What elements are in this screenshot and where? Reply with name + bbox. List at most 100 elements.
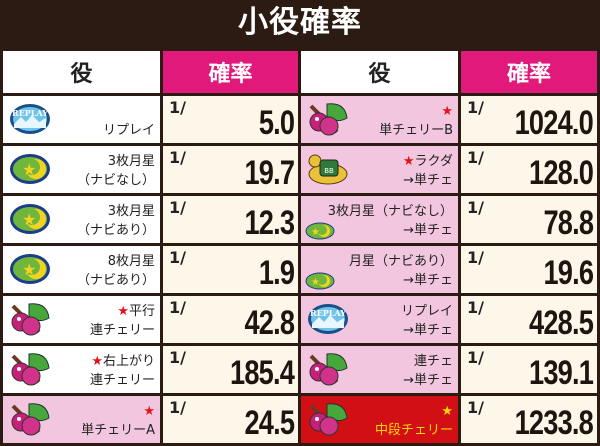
moon-star-small-icon: ★: [305, 272, 335, 290]
star-icon: ★: [143, 404, 155, 419]
svg-text:BB: BB: [324, 167, 334, 175]
probability-value: 139.1: [528, 354, 594, 392]
fraction-prefix: 1/: [467, 98, 484, 117]
probability-value: 42.8: [244, 304, 295, 342]
probability-value: 185.4: [229, 354, 295, 392]
svg-text:★: ★: [22, 160, 36, 179]
probability-cell: 1/128.0: [461, 146, 597, 193]
cherry-icon: [307, 352, 349, 386]
symbol-label: リプレイ: [103, 121, 155, 140]
symbol-label: 月星（ナビあり） →単チェ: [349, 252, 453, 290]
probability-cell: 1/24.5: [163, 396, 298, 443]
svg-text:★: ★: [311, 227, 320, 238]
moon-star-small-icon: ★: [305, 222, 335, 240]
fraction-prefix: 1/: [169, 348, 186, 367]
svg-text:★: ★: [311, 277, 320, 288]
probability-value: 12.3: [244, 204, 295, 242]
symbol-cell: ★ 月星（ナビあり） →単チェ: [301, 246, 458, 293]
star-icon: ★: [441, 104, 453, 119]
symbol-name: 単チェリーA: [81, 423, 155, 438]
symbol-cell: ★右上がり 連チェリー: [3, 346, 160, 393]
probability-cell: 1/428.5: [461, 296, 597, 343]
moon-star-icon: ★: [9, 202, 51, 236]
symbol-name: 3枚月星（ナビなし） →単チェ: [327, 204, 453, 238]
symbol-label: ★ラクダ →単チェ: [403, 152, 453, 190]
fraction-prefix: 1/: [467, 398, 484, 417]
symbol-cell: ★ 3枚月星（ナビなし） →単チェ: [301, 196, 458, 243]
replay-icon: REPLAY: [307, 302, 349, 336]
header-role: 役: [301, 51, 458, 93]
probability-cell: 1/185.4: [163, 346, 298, 393]
probability-cell: 1/139.1: [461, 346, 597, 393]
fraction-prefix: 1/: [169, 198, 186, 217]
symbol-cell: 連チェ →単チェ: [301, 346, 458, 393]
symbol-label: 3枚月星 （ナビなし）: [77, 152, 155, 190]
probability-cell: 1/1233.8: [461, 396, 597, 443]
cherry-icon: [9, 302, 51, 336]
camel-icon: BB: [307, 152, 349, 186]
header-probability: 確率: [461, 51, 597, 93]
fraction-prefix: 1/: [169, 398, 186, 417]
cherry-icon: [307, 402, 349, 436]
probability-value: 19.7: [244, 154, 295, 192]
fraction-prefix: 1/: [169, 148, 186, 167]
symbol-name: リプレイ: [102, 123, 155, 138]
symbol-cell: ★平行 連チェリー: [3, 296, 160, 343]
symbol-cell: ★ 単チェリーB: [301, 96, 458, 143]
probability-cell: 1/12.3: [163, 196, 298, 243]
svg-text:REPLAY: REPLAY: [310, 308, 346, 318]
symbol-name: 連チェ →単チェ: [403, 354, 453, 388]
probability-value: 1024.0: [514, 104, 594, 142]
fraction-prefix: 1/: [169, 248, 186, 267]
symbol-label: リプレイ →単チェ: [401, 302, 453, 340]
symbol-name: 8枚月星 （ナビあり）: [76, 254, 155, 288]
moon-star-icon: ★: [9, 152, 51, 186]
symbol-label: 連チェ →単チェ: [403, 352, 453, 390]
symbol-name: 単チェリーB: [379, 123, 453, 138]
symbol-cell: BB ★ラクダ →単チェ: [301, 146, 458, 193]
symbol-cell: ★ 3枚月星 （ナビなし）: [3, 146, 160, 193]
symbol-cell: ★ 中段チェリー: [301, 396, 458, 443]
symbol-label: 8枚月星 （ナビあり）: [77, 252, 155, 290]
symbol-name: 右上がり 連チェリー: [89, 354, 155, 388]
symbol-label: ★右上がり 連チェリー: [90, 352, 155, 390]
probability-cell: 1/78.8: [461, 196, 597, 243]
symbol-label: ★平行 連チェリー: [90, 302, 155, 340]
replay-icon: REPLAY: [9, 102, 51, 136]
symbol-cell: REPLAY リプレイ: [3, 96, 160, 143]
fraction-prefix: 1/: [467, 348, 484, 367]
symbol-cell: REPLAY リプレイ →単チェ: [301, 296, 458, 343]
symbol-cell: ★ 8枚月星 （ナビあり）: [3, 246, 160, 293]
probability-value: 78.8: [543, 204, 594, 242]
star-icon: ★: [91, 354, 103, 369]
fraction-prefix: 1/: [467, 248, 484, 267]
symbol-cell: ★ 3枚月星 （ナビあり）: [3, 196, 160, 243]
probability-cell: 1/1024.0: [461, 96, 597, 143]
probability-cell: 1/1.9: [163, 246, 298, 293]
probability-value: 5.0: [258, 104, 295, 142]
symbol-cell: ★ 単チェリーA: [3, 396, 160, 443]
probability-value: 428.5: [528, 304, 594, 342]
symbol-label: 3枚月星 （ナビあり）: [77, 202, 155, 240]
probability-value: 19.6: [543, 254, 594, 292]
symbol-name: 月星（ナビあり） →単チェ: [348, 254, 453, 288]
probability-value: 1233.8: [514, 404, 594, 442]
svg-text:★: ★: [22, 260, 36, 279]
symbol-label: ★ 単チェリーB: [379, 102, 453, 140]
moon-star-icon: ★: [9, 252, 51, 286]
header-probability: 確率: [163, 51, 298, 93]
probability-table: 役 確率 役 確率 REPLAY リプレイ 1/5.0 ★ 単チェリーB 1/1024.…: [3, 51, 597, 443]
fraction-prefix: 1/: [169, 298, 186, 317]
probability-cell: 1/42.8: [163, 296, 298, 343]
svg-text:★: ★: [22, 210, 36, 229]
fraction-prefix: 1/: [169, 98, 186, 117]
page-title: 小役確率: [238, 5, 362, 40]
fraction-prefix: 1/: [467, 298, 484, 317]
symbol-label: ★ 中段チェリー: [375, 402, 453, 440]
cherry-icon: [9, 352, 51, 386]
fraction-prefix: 1/: [467, 148, 484, 167]
probability-value: 24.5: [244, 404, 295, 442]
symbol-name: リプレイ →単チェ: [400, 304, 453, 338]
probability-value: 1.9: [258, 254, 295, 292]
cherry-icon: [9, 402, 51, 436]
